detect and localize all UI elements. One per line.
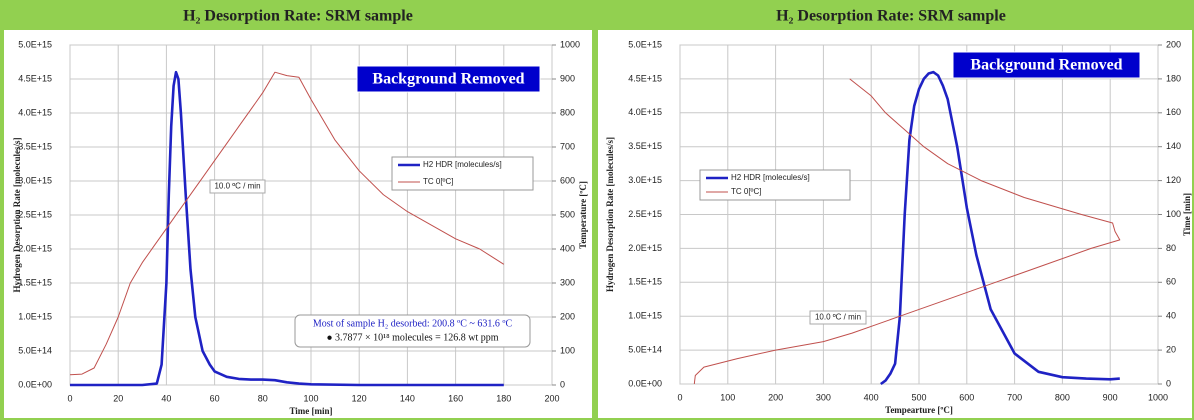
x-tick-label: 140 bbox=[400, 393, 415, 403]
legend-label: TC 0[ºC] bbox=[423, 177, 453, 186]
badge-box bbox=[356, 65, 541, 93]
y2-tick-label: 700 bbox=[560, 141, 575, 151]
x-tick-label: 100 bbox=[303, 393, 318, 403]
y2-tick-label: 800 bbox=[560, 107, 575, 117]
x-tick-label: 400 bbox=[864, 392, 879, 402]
x-tick-label: 800 bbox=[1055, 392, 1070, 402]
y-tick-label: 0.0E+00 bbox=[628, 378, 662, 388]
y2-tick-label: 200 bbox=[1166, 39, 1181, 49]
x-tick-label: 300 bbox=[816, 392, 831, 402]
y-tick-label: 5.0E+14 bbox=[18, 345, 52, 355]
y-tick-label: 2.0E+15 bbox=[18, 243, 52, 253]
y2-tick-label: 0 bbox=[560, 379, 565, 389]
y2-tick-label: 500 bbox=[560, 209, 575, 219]
y-tick-label: 2.5E+15 bbox=[18, 209, 52, 219]
y2-tick-label: 1000 bbox=[560, 39, 580, 49]
y-tick-label: 0.0E+00 bbox=[18, 379, 52, 389]
y2-tick-label: 900 bbox=[560, 73, 575, 83]
y2-tick-label: 100 bbox=[560, 345, 575, 355]
y2-tick-label: 80 bbox=[1166, 243, 1176, 253]
x-tick-label: 180 bbox=[496, 393, 511, 403]
y2-axis-label: Temperature [ºC] bbox=[578, 181, 588, 249]
badge-text: Background Removed bbox=[372, 71, 524, 88]
y2-tick-label: 600 bbox=[560, 175, 575, 185]
note: Most of sample H₂ desorbed: 200.8 ºC ~ 6… bbox=[313, 318, 513, 329]
x-tick-label: 60 bbox=[210, 393, 220, 403]
y-tick-label: 1.5E+15 bbox=[18, 277, 52, 287]
x-tick-label: 100 bbox=[720, 392, 735, 402]
x-axis-label: Time [min] bbox=[289, 406, 332, 416]
y-tick-label: 2.5E+15 bbox=[628, 209, 662, 219]
series-line bbox=[69, 71, 505, 376]
y2-tick-label: 120 bbox=[1166, 175, 1181, 185]
series-line bbox=[693, 78, 1121, 385]
badge-text: Background Removed bbox=[970, 57, 1122, 74]
note: ● 3.7877 × 10¹⁸ molecules = 126.8 wt ppm bbox=[326, 332, 498, 343]
y2-tick-label: 0 bbox=[1166, 378, 1171, 388]
legend-box bbox=[699, 169, 851, 201]
y2-tick-label: 300 bbox=[560, 277, 575, 287]
legend-box bbox=[391, 156, 534, 191]
y-axis-label: Hydrogen Desorption Rate [molecules/s] bbox=[12, 137, 22, 292]
y-tick-label: 1.5E+15 bbox=[628, 277, 662, 287]
x-axis-label: Tempearture [ºC] bbox=[885, 405, 953, 415]
y2-tick-label: 140 bbox=[1166, 141, 1181, 151]
chart-title: H₂ Desorption Rate: SRM sample bbox=[776, 8, 1006, 25]
y-tick-label: 5.0E+14 bbox=[628, 344, 662, 354]
y-tick-label: 3.0E+15 bbox=[18, 175, 52, 185]
y-tick-label: 4.0E+15 bbox=[18, 107, 52, 117]
y-tick-label: 3.5E+15 bbox=[628, 141, 662, 151]
x-tick-label: 20 bbox=[113, 393, 123, 403]
y-tick-label: 3.5E+15 bbox=[18, 141, 52, 151]
x-tick-label: 120 bbox=[352, 393, 367, 403]
x-tick-label: 80 bbox=[258, 393, 268, 403]
y2-tick-label: 40 bbox=[1166, 311, 1176, 321]
legend-label: TC 0[ºC] bbox=[731, 187, 761, 196]
x-tick-label: 0 bbox=[677, 392, 682, 402]
y2-tick-label: 200 bbox=[560, 311, 575, 321]
y-tick-label: 5.0E+15 bbox=[628, 39, 662, 49]
x-tick-label: 600 bbox=[959, 392, 974, 402]
x-tick-label: 0 bbox=[67, 393, 72, 403]
legend-label: H2 HDR [molecules/s] bbox=[423, 160, 502, 169]
rate-note: 10.0 ºC / min bbox=[214, 182, 260, 191]
y-tick-label: 4.5E+15 bbox=[628, 73, 662, 83]
y2-tick-label: 20 bbox=[1166, 344, 1176, 354]
y2-tick-label: 100 bbox=[1166, 209, 1181, 219]
y-tick-label: 4.0E+15 bbox=[628, 107, 662, 117]
series-line bbox=[70, 70, 504, 387]
y2-tick-label: 400 bbox=[560, 243, 575, 253]
x-tick-label: 200 bbox=[768, 392, 783, 402]
x-tick-label: 700 bbox=[1007, 392, 1022, 402]
badge-box bbox=[952, 51, 1141, 79]
y-tick-label: 1.0E+15 bbox=[18, 311, 52, 321]
y-tick-label: 1.0E+15 bbox=[628, 311, 662, 321]
rate-box bbox=[209, 179, 266, 194]
y2-tick-label: 160 bbox=[1166, 107, 1181, 117]
y-tick-label: 2.0E+15 bbox=[628, 243, 662, 253]
y2-axis-label: Time [min] bbox=[1182, 193, 1192, 236]
rate-box bbox=[809, 310, 867, 325]
legend-label: H2 HDR [molecules/s] bbox=[731, 173, 810, 182]
y-tick-label: 3.0E+15 bbox=[628, 175, 662, 185]
notes-box bbox=[294, 314, 531, 348]
y2-tick-label: 60 bbox=[1166, 277, 1176, 287]
y-tick-label: 5.0E+15 bbox=[18, 39, 52, 49]
x-tick-label: 160 bbox=[448, 393, 463, 403]
x-tick-label: 200 bbox=[544, 393, 559, 403]
x-tick-label: 900 bbox=[1103, 392, 1118, 402]
x-tick-label: 500 bbox=[911, 392, 926, 402]
y-tick-label: 4.5E+15 bbox=[18, 73, 52, 83]
chart-title: H₂ Desorption Rate: SRM sample bbox=[183, 8, 413, 25]
x-tick-label: 1000 bbox=[1148, 392, 1168, 402]
y2-tick-label: 180 bbox=[1166, 73, 1181, 83]
y-axis-label: Hydrogen Desorption Rate [molecules/s] bbox=[605, 137, 615, 292]
x-tick-label: 40 bbox=[161, 393, 171, 403]
rate-note: 10.0 ºC / min bbox=[815, 313, 861, 322]
